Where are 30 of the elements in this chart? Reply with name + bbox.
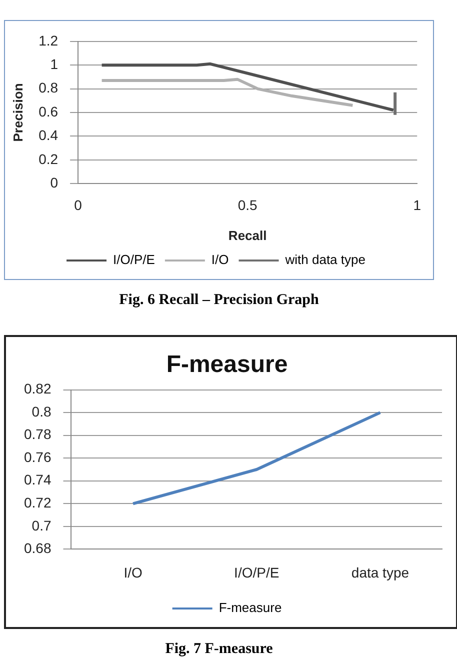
- legend-label: I/O/P/E: [113, 252, 156, 268]
- y-tick-label: 0.8: [32, 403, 52, 420]
- y-tick-label: 0.74: [24, 472, 52, 488]
- x-tick-label: data type: [351, 564, 410, 580]
- x-axis-title: Recall: [228, 228, 267, 243]
- y-tick-label: 0.76: [24, 448, 52, 465]
- caption: Fig. 7 F-measure: [164, 641, 274, 658]
- y-axis-title: Precision: [10, 83, 26, 142]
- y-tick-label: 0.68: [24, 540, 52, 556]
- caption: Fig. 6 Recall – Precision Graph: [118, 292, 320, 309]
- y-tick-label: 0.72: [24, 494, 52, 511]
- x-tick-label: I/O/P/E: [234, 564, 280, 580]
- x-tick-label: 0: [74, 196, 82, 213]
- legend-label: with data type: [284, 252, 366, 268]
- x-tick-label: 1: [413, 196, 422, 213]
- legend-label: F-measure: [218, 600, 282, 616]
- x-tick-label: I/O: [124, 564, 142, 580]
- y-tick-label: 1: [50, 56, 58, 72]
- x-tick-label: 0.5: [238, 196, 258, 213]
- y-tick-label: 0.82: [24, 380, 52, 397]
- y-tick-label: 1.2: [38, 32, 58, 48]
- y-tick-label: 0.2: [38, 150, 58, 167]
- y-tick-label: 0.7: [32, 517, 52, 534]
- y-tick-label: 0.8: [38, 80, 58, 96]
- y-tick-label: 0.78: [24, 426, 52, 442]
- y-tick-label: 0.6: [38, 103, 58, 120]
- y-tick-label: 0.4: [38, 127, 58, 144]
- chart-title: F-measure: [166, 351, 288, 378]
- legend-label: I/O: [211, 252, 229, 268]
- y-tick-label: 0: [50, 174, 58, 190]
